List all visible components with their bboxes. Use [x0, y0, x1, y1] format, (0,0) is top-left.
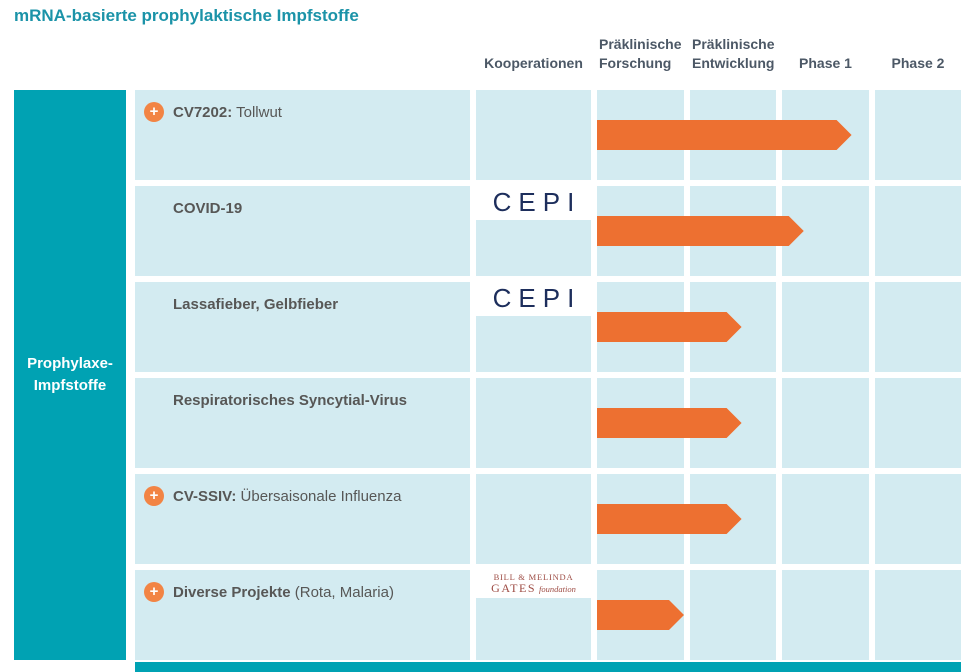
category-label-line: Prophylaxe- — [27, 355, 113, 372]
phase-cell-phase-1 — [782, 570, 869, 660]
column-header-kooperationen: Kooperationen — [476, 54, 591, 76]
next-section-bar — [135, 662, 961, 672]
pipeline-rows: + CV7202: Tollwut COVID-19 CEPI Lassafieber,… — [135, 90, 961, 660]
pipeline-row: + Diverse Projekte (Rota, Malaria) BILL & … — [135, 570, 961, 660]
kooperationen-cell — [476, 378, 591, 468]
phase-cell-praeklinische-entwicklung — [690, 570, 776, 660]
program-name-cell: COVID-19 — [135, 186, 470, 276]
kooperationen-cell: BILL & MELINDA GATES foundation — [476, 570, 591, 660]
program-name: Respiratorisches Syncytial-Virus — [173, 392, 407, 409]
page-title: mRNA-basierte prophylaktische Impfstoffe — [14, 6, 359, 25]
program-name-label: Lassafieber, Gelbfieber — [173, 295, 338, 314]
program-name: CV-SSIV: — [173, 488, 237, 505]
header-line: Kooperationen — [484, 55, 583, 71]
program-name: Lassafieber, Gelbfieber — [173, 296, 339, 313]
cepi-logo-text: CEPI — [492, 283, 582, 313]
plus-spacer — [144, 198, 164, 218]
kooperationen-cell: CEPI — [476, 186, 591, 276]
expand-plus-icon[interactable]: + — [144, 582, 164, 602]
phase-cell-phase-2 — [875, 282, 961, 372]
gates-foundation-logo: BILL & MELINDA GATES foundation — [476, 570, 591, 598]
pipeline-row: + CV-SSIV: Übersaisonale Influenza — [135, 474, 961, 564]
header-line: Phase 2 — [891, 55, 945, 71]
gates-logo-foundation: foundation — [539, 584, 576, 594]
pipeline-progress-arrow — [597, 408, 742, 438]
column-header-praeklinische-entwicklung: Präklinische Entwicklung — [690, 35, 776, 76]
name-column-spacer — [135, 73, 470, 76]
program-name-label: COVID-19 — [173, 199, 242, 218]
pipeline-row: COVID-19 CEPI — [135, 186, 961, 276]
pipeline-progress-arrow — [597, 504, 742, 534]
kooperationen-cell — [476, 90, 591, 180]
phase-cell-phase-1 — [782, 378, 869, 468]
program-name-label: Diverse Projekte (Rota, Malaria) — [173, 583, 394, 602]
phase-cell-phase-2 — [875, 90, 961, 180]
header-line: Entwicklung — [692, 55, 775, 71]
cepi-logo-text: CEPI — [492, 187, 582, 217]
gates-logo-word: GATES — [491, 581, 536, 595]
program-name-suffix: Übersaisonale Influenza — [236, 488, 402, 505]
plus-spacer — [144, 294, 164, 314]
gates-logo-line1: BILL & MELINDA — [493, 572, 574, 582]
expand-plus-icon[interactable]: + — [144, 486, 164, 506]
gates-logo-line2: GATES foundation — [491, 582, 576, 595]
pipeline-row: Respiratorisches Syncytial-Virus — [135, 378, 961, 468]
program-name-cell: Respiratorisches Syncytial-Virus — [135, 378, 470, 468]
program-name-cell: + Diverse Projekte (Rota, Malaria) — [135, 570, 470, 660]
phase-cell-phase-1 — [782, 474, 869, 564]
kooperationen-cell — [476, 474, 591, 564]
expand-plus-icon[interactable]: + — [144, 102, 164, 122]
column-header-phase-2: Phase 2 — [875, 54, 961, 76]
program-name-label: CV-SSIV: Übersaisonale Influenza — [173, 487, 401, 506]
program-name-cell: Lassafieber, Gelbfieber — [135, 282, 470, 372]
phase-cell-phase-2 — [875, 474, 961, 564]
program-name-cell: + CV-SSIV: Übersaisonale Influenza — [135, 474, 470, 564]
pipeline-row: + CV7202: Tollwut — [135, 90, 961, 180]
header-line: Präklinische — [599, 36, 682, 52]
header-line: Präklinische — [692, 36, 775, 52]
column-header-praeklinische-forschung: Präklinische Forschung — [597, 35, 684, 76]
program-name-cell: + CV7202: Tollwut — [135, 90, 470, 180]
cepi-logo: CEPI — [476, 282, 591, 316]
phase-cell-phase-2 — [875, 186, 961, 276]
header-line: Forschung — [599, 55, 672, 71]
column-headers: Kooperationen Präklinische Forschung Prä… — [135, 28, 961, 76]
phase-cell-phase-2 — [875, 570, 961, 660]
program-name: Diverse Projekte — [173, 584, 291, 601]
program-name: CV7202: — [173, 104, 233, 121]
category-sidebar: Prophylaxe- Impfstoffe — [14, 90, 126, 660]
pipeline-progress-arrow — [597, 312, 742, 342]
program-name-label: Respiratorisches Syncytial-Virus — [173, 391, 407, 410]
pipeline-progress-arrow — [597, 120, 852, 150]
header-line: Phase 1 — [799, 55, 852, 71]
pipeline-row: Lassafieber, Gelbfieber CEPI — [135, 282, 961, 372]
pipeline-progress-arrow — [597, 216, 804, 246]
category-label-line: Impfstoffe — [33, 377, 107, 394]
phase-cell-phase-1 — [782, 282, 869, 372]
phase-cell-phase-2 — [875, 378, 961, 468]
pipeline-progress-arrow — [597, 600, 684, 630]
column-header-phase-1: Phase 1 — [782, 54, 869, 76]
program-name-label: CV7202: Tollwut — [173, 103, 282, 122]
program-name-suffix: Tollwut — [232, 104, 282, 121]
kooperationen-cell: CEPI — [476, 282, 591, 372]
program-name: COVID-19 — [173, 200, 243, 217]
plus-spacer — [144, 390, 164, 410]
cepi-logo: CEPI — [476, 186, 591, 220]
program-name-suffix: (Rota, Malaria) — [290, 584, 394, 601]
